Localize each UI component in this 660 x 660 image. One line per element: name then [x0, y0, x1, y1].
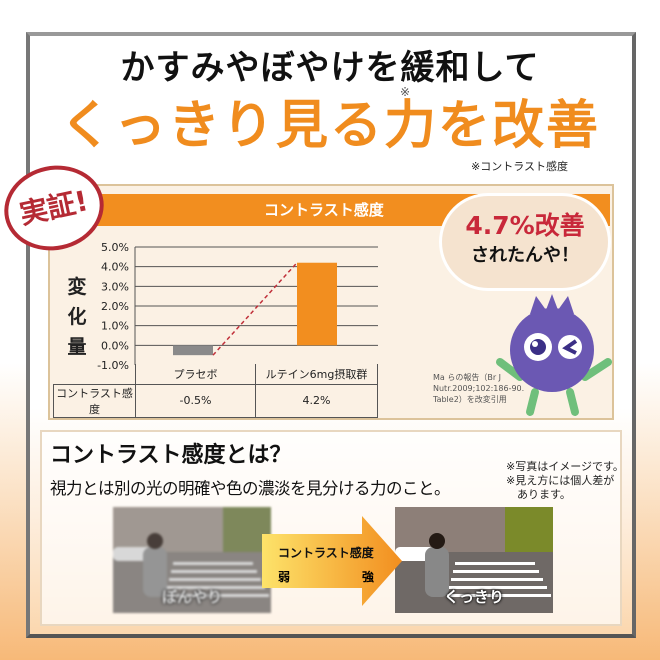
note-line: あります。 [506, 488, 571, 501]
headline-footnote: ※コントラスト感度 [471, 160, 568, 173]
blueberry-mascot-icon [496, 294, 612, 416]
table-cell-lutein: 4.2% [255, 383, 378, 418]
clear-photo: くっきり [395, 507, 553, 613]
arrow-strong: 強 [362, 570, 375, 584]
headline-line2-row: くっきり見る力を改善 [0, 98, 660, 154]
y-tick-label: 1.0% [101, 320, 129, 333]
table-row-label: コントラスト感度 [53, 383, 136, 418]
section-notes: ※写真はイメージです。 ※見え方には個人差が あります。 [506, 460, 624, 502]
arrow-weak: 弱 [278, 570, 291, 584]
bar-0 [173, 345, 213, 356]
citation-line: Table2）を改変引用 [433, 395, 507, 404]
table-header-placebo: プラセボ [135, 364, 256, 385]
connector-line [212, 262, 298, 356]
blurry-photo: ぼんやり [113, 507, 271, 613]
note-line: ※写真はイメージです。 [506, 460, 624, 473]
headline-mark: ※ [400, 85, 411, 99]
section-title: コントラスト感度とは？ [50, 443, 292, 468]
speech-bubble: 4.7%改善 されたんや！ [442, 196, 608, 288]
arrow-title: コントラスト感度 [278, 546, 374, 560]
right-caption: くっきり [443, 588, 504, 606]
citation-line: Nutr.2009;102:186-90. [433, 384, 525, 393]
y-tick-label: 4.0% [101, 261, 129, 274]
citation: Ma らの報告（Br J Nutr.2009;102:186-90. Table… [433, 372, 524, 405]
headline-line1-row: かすみやぼやけを緩和して [0, 50, 660, 86]
table-cell-placebo: -0.5% [135, 383, 256, 418]
section-description: 視力とは別の光の明確や色の濃淡を見分ける力のこと。 [50, 479, 451, 498]
y-tick-label: 2.0% [101, 300, 129, 313]
bubble-line2: されたんや！ [471, 245, 579, 266]
contrast-arrow: コントラスト感度 弱 強 [262, 516, 402, 606]
bar-1 [297, 262, 337, 346]
headline-line1: かすみやぼやけを緩和して [120, 48, 540, 88]
y-tick-label: 5.0% [101, 241, 129, 254]
frame [26, 32, 636, 638]
bubble-line1: 4.7%改善 [465, 211, 585, 240]
y-tick-label: 0.0% [101, 339, 129, 352]
note-line: ※見え方には個人差が [506, 474, 615, 487]
citation-line: Ma らの報告（Br J [433, 373, 502, 382]
y-tick-label: 3.0% [101, 280, 129, 293]
y-axis-label: 変化量 [67, 276, 87, 358]
table-header-lutein: ルテイン6mg摂取群 [255, 364, 378, 385]
data-table: プラセボ ルテイン6mg摂取群 コントラスト感度 -0.5% 4.2% [53, 364, 378, 418]
headline-line2: くっきり見る力を改善 [59, 96, 600, 156]
left-caption: ぼんやり [161, 588, 222, 606]
chart-title: コントラスト感度 [264, 201, 384, 219]
